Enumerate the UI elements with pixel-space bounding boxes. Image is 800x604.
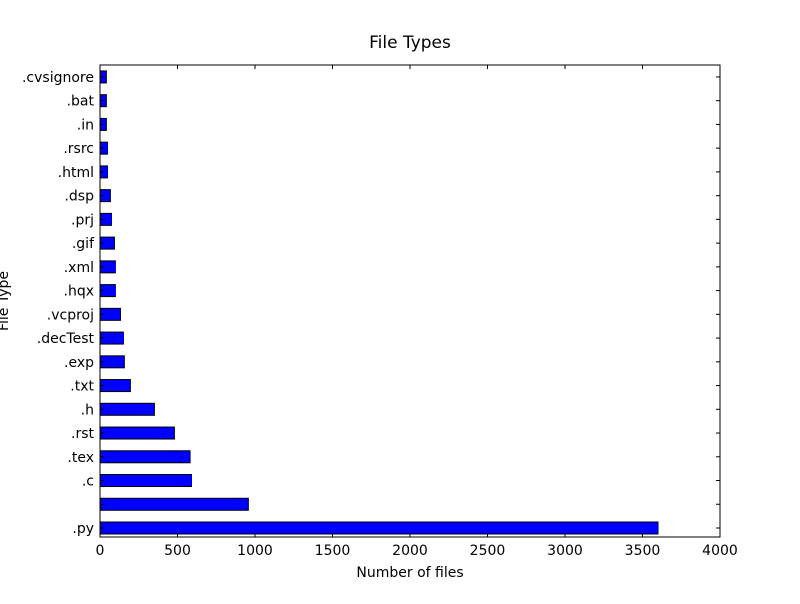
y-tick-label: .vcproj — [47, 307, 94, 323]
y-tick-label: .rst — [71, 426, 95, 442]
y-tick-label: .txt — [70, 379, 94, 395]
y-tick-label: .cvsignore — [22, 70, 94, 86]
bar — [99, 379, 131, 393]
y-tick-label: .exp — [64, 355, 94, 371]
bar — [99, 497, 249, 511]
y-tick-label: .hqx — [64, 284, 95, 300]
y-tick-label: .xml — [64, 260, 94, 276]
y-tick-label: .decTest — [37, 331, 95, 347]
y-tick-label: .rsrc — [63, 141, 94, 157]
y-axis-label: File Type — [0, 271, 12, 331]
bar — [99, 521, 659, 535]
x-tick-label: 4000 — [702, 543, 738, 559]
x-tick-label: 3500 — [625, 543, 661, 559]
x-tick-label: 0 — [96, 543, 105, 559]
x-tick-label: 2500 — [470, 543, 506, 559]
x-tick-label: 1500 — [315, 543, 351, 559]
x-axis-label: Number of files — [356, 565, 463, 581]
plot-frame — [99, 64, 721, 538]
bar — [99, 474, 192, 488]
bar — [99, 402, 155, 416]
bar — [99, 426, 175, 440]
y-tick-label: .prj — [71, 212, 94, 228]
x-tick-label: 1000 — [237, 543, 273, 559]
y-tick-label: .html — [58, 165, 94, 181]
y-tick-label: .in — [77, 117, 94, 133]
y-tick-label: .h — [81, 402, 94, 418]
x-tick-label: 2000 — [392, 543, 428, 559]
y-tick-label: .dsp — [64, 189, 94, 205]
y-tick-label: .bat — [67, 94, 95, 110]
x-tick-label: 500 — [164, 543, 191, 559]
y-tick-label: .tex — [67, 450, 94, 466]
y-tick-label: .gif — [72, 236, 95, 252]
y-tick-label: .py — [72, 521, 94, 537]
chart-title: File Types — [369, 33, 451, 53]
bar — [99, 450, 191, 464]
x-tick-label: 3000 — [547, 543, 583, 559]
y-tick-label: .c — [82, 474, 94, 490]
